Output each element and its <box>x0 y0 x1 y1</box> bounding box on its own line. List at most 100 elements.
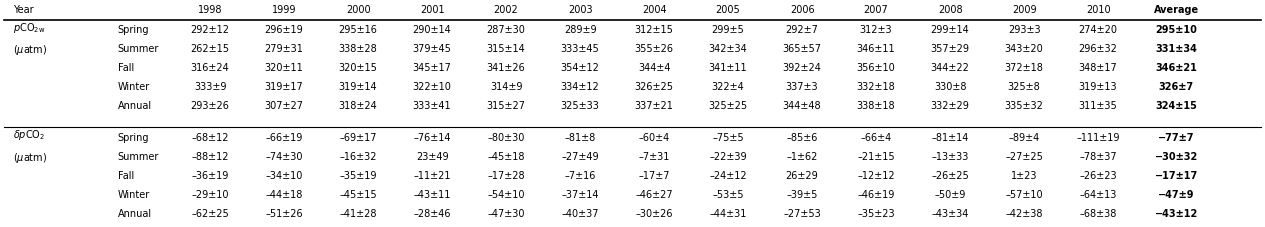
Text: –22±39: –22±39 <box>710 151 746 161</box>
Text: –85±6: –85±6 <box>787 132 817 142</box>
Text: ($\mu$atm): ($\mu$atm) <box>13 150 47 164</box>
Text: –40±37: –40±37 <box>562 208 598 218</box>
Text: –41±28: –41±28 <box>339 208 377 218</box>
Text: 274±20: 274±20 <box>1079 25 1117 35</box>
Text: Winter: Winter <box>118 82 149 92</box>
Text: 279±31: 279±31 <box>264 44 304 54</box>
Text: –26±25: –26±25 <box>931 170 969 180</box>
Text: 326±7: 326±7 <box>1159 82 1194 92</box>
Text: 348±17: 348±17 <box>1079 63 1117 73</box>
Text: –54±10: –54±10 <box>487 189 525 199</box>
Text: –13±33: –13±33 <box>931 151 969 161</box>
Text: –29±10: –29±10 <box>191 189 229 199</box>
Text: 296±32: 296±32 <box>1079 44 1117 54</box>
Text: –27±25: –27±25 <box>1006 151 1044 161</box>
Text: –27±53: –27±53 <box>783 208 821 218</box>
Text: Spring: Spring <box>118 132 149 142</box>
Text: 2007: 2007 <box>864 5 888 15</box>
Text: 365±57: 365±57 <box>783 44 822 54</box>
Text: –16±32: –16±32 <box>339 151 377 161</box>
Text: 335±32: 335±32 <box>1004 101 1044 111</box>
Text: 346±11: 346±11 <box>856 44 896 54</box>
Text: Fall: Fall <box>118 170 134 180</box>
Text: 2003: 2003 <box>568 5 592 15</box>
Text: Average: Average <box>1154 5 1199 15</box>
Text: 346±21: 346±21 <box>1155 63 1197 73</box>
Text: –34±10: –34±10 <box>266 170 302 180</box>
Text: –46±27: –46±27 <box>635 189 673 199</box>
Text: 337±21: 337±21 <box>635 101 673 111</box>
Text: 295±16: 295±16 <box>339 25 377 35</box>
Text: −43±12: −43±12 <box>1155 208 1198 218</box>
Text: –39±5: –39±5 <box>787 189 817 199</box>
Text: 319±14: 319±14 <box>339 82 377 92</box>
Text: 2000: 2000 <box>345 5 371 15</box>
Text: 324±15: 324±15 <box>1155 101 1197 111</box>
Text: –27±49: –27±49 <box>562 151 598 161</box>
Text: 296±19: 296±19 <box>264 25 304 35</box>
Text: –11±21: –11±21 <box>414 170 450 180</box>
Text: 2002: 2002 <box>493 5 519 15</box>
Text: –68±38: –68±38 <box>1079 208 1117 218</box>
Text: –81±14: –81±14 <box>931 132 969 142</box>
Text: –69±17: –69±17 <box>339 132 377 142</box>
Text: 344±22: 344±22 <box>931 63 969 73</box>
Text: –12±12: –12±12 <box>858 170 894 180</box>
Text: –53±5: –53±5 <box>712 189 744 199</box>
Text: 322±10: 322±10 <box>412 82 452 92</box>
Text: –35±19: –35±19 <box>339 170 377 180</box>
Text: –7±31: –7±31 <box>639 151 669 161</box>
Text: –64±13: –64±13 <box>1079 189 1117 199</box>
Text: –43±11: –43±11 <box>414 189 450 199</box>
Text: 2005: 2005 <box>716 5 740 15</box>
Text: 379±45: 379±45 <box>412 44 452 54</box>
Text: 318±24: 318±24 <box>339 101 377 111</box>
Text: 2004: 2004 <box>641 5 667 15</box>
Text: 333±41: 333±41 <box>412 101 452 111</box>
Text: –42±38: –42±38 <box>1006 208 1042 218</box>
Text: 292±12: 292±12 <box>191 25 230 35</box>
Text: 290±14: 290±14 <box>412 25 452 35</box>
Text: 2001: 2001 <box>420 5 444 15</box>
Text: 23±49: 23±49 <box>416 151 448 161</box>
Text: 341±26: 341±26 <box>487 63 525 73</box>
Text: Fall: Fall <box>118 63 134 73</box>
Text: ($\mu$atm): ($\mu$atm) <box>13 43 47 57</box>
Text: $p$CO$_{2\mathregular{w}}$: $p$CO$_{2\mathregular{w}}$ <box>13 21 46 35</box>
Text: –47±30: –47±30 <box>487 208 525 218</box>
Text: 319±13: 319±13 <box>1079 82 1117 92</box>
Text: 1999: 1999 <box>272 5 296 15</box>
Text: 2010: 2010 <box>1085 5 1111 15</box>
Text: 332±18: 332±18 <box>856 82 896 92</box>
Text: –46±19: –46±19 <box>858 189 894 199</box>
Text: –21±15: –21±15 <box>858 151 894 161</box>
Text: –1±62: –1±62 <box>787 151 817 161</box>
Text: 320±15: 320±15 <box>339 63 377 73</box>
Text: –57±10: –57±10 <box>1006 189 1042 199</box>
Text: –76±14: –76±14 <box>414 132 450 142</box>
Text: –74±30: –74±30 <box>266 151 302 161</box>
Text: 337±3: 337±3 <box>786 82 818 92</box>
Text: 299±14: 299±14 <box>931 25 969 35</box>
Text: 299±5: 299±5 <box>712 25 745 35</box>
Text: –80±30: –80±30 <box>487 132 525 142</box>
Text: 357±29: 357±29 <box>931 44 969 54</box>
Text: 330±8: 330±8 <box>934 82 966 92</box>
Text: 319±17: 319±17 <box>264 82 304 92</box>
Text: 338±28: 338±28 <box>339 44 377 54</box>
Text: –30±26: –30±26 <box>635 208 673 218</box>
Text: –45±15: –45±15 <box>339 189 377 199</box>
Text: 295±10: 295±10 <box>1155 25 1197 35</box>
Text: 338±18: 338±18 <box>856 101 896 111</box>
Text: −47±9: −47±9 <box>1157 189 1194 199</box>
Text: Spring: Spring <box>118 25 149 35</box>
Text: 293±3: 293±3 <box>1008 25 1040 35</box>
Text: –68±12: –68±12 <box>191 132 229 142</box>
Text: –62±25: –62±25 <box>191 208 229 218</box>
Text: 332±29: 332±29 <box>931 101 969 111</box>
Text: 331±34: 331±34 <box>1155 44 1197 54</box>
Text: –88±12: –88±12 <box>191 151 229 161</box>
Text: 312±3: 312±3 <box>860 25 892 35</box>
Text: –7±16: –7±16 <box>564 170 596 180</box>
Text: –45±18: –45±18 <box>487 151 525 161</box>
